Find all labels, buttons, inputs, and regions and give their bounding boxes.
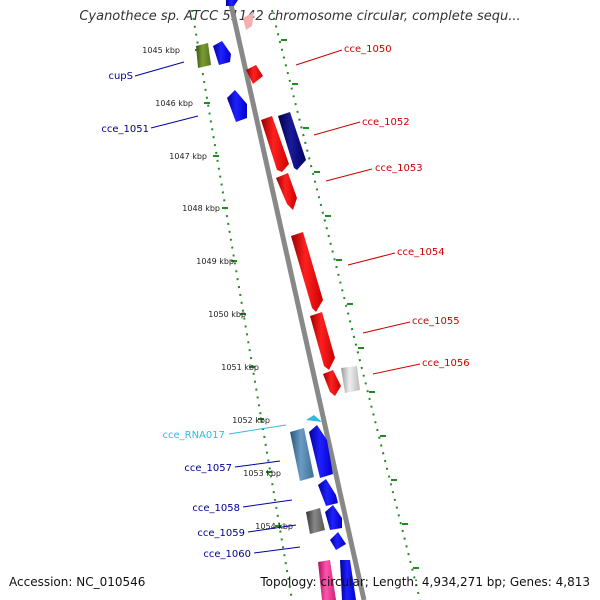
gene-arrow[interactable]: [243, 12, 254, 30]
gene-arrow-cce-1054[interactable]: [291, 232, 323, 312]
tick-label: 1052 kbp: [232, 416, 270, 425]
gene-arrow-cce-1053[interactable]: [276, 173, 297, 210]
inner-track-ticks: [195, 49, 281, 527]
tick-label: 1051 kbp: [221, 363, 259, 372]
tick-label: 1049 kbp: [196, 257, 234, 266]
gene-arrow-cups[interactable]: [196, 43, 211, 68]
tick-label: 1046 kbp: [155, 99, 193, 108]
gene-arrow[interactable]: [226, 0, 238, 6]
tick-label: 1053 kbp: [243, 469, 281, 478]
gene-arrow[interactable]: [213, 41, 231, 65]
gene-label-cce-1050[interactable]: cce_1050: [344, 44, 392, 55]
gene-label-cce-1052[interactable]: cce_1052: [362, 117, 410, 128]
gene-label-cce-1056[interactable]: cce_1056: [422, 358, 470, 369]
gene-arrow[interactable]: [341, 366, 360, 393]
gene-label-cce-1054[interactable]: cce_1054: [397, 247, 445, 258]
tick-label: 1045 kbp: [142, 46, 180, 55]
gene-label-cce-1051[interactable]: cce_1051: [101, 124, 149, 135]
gene-arrow[interactable]: [340, 560, 356, 600]
gene-arrow[interactable]: [309, 425, 333, 478]
right-gene-labels: cce_1050 cce_1052 cce_1053 cce_1054 cce_…: [344, 44, 470, 369]
left-gene-labels: cupS cce_1051 cce_RNA017 cce_1057 cce_10…: [101, 71, 251, 560]
gene-label-cce-1060[interactable]: cce_1060: [203, 549, 251, 560]
gene-arrow[interactable]: [278, 112, 306, 170]
gene-arrow-cce-1052[interactable]: [261, 116, 289, 172]
gene-label-cce-1057[interactable]: cce_1057: [184, 463, 232, 474]
tick-label: 1050 kbp: [208, 310, 246, 319]
gene-label-cce-rna017[interactable]: cce_RNA017: [162, 430, 225, 441]
tick-label: 1048 kbp: [182, 204, 220, 213]
gene-label-cce-1058[interactable]: cce_1058: [192, 503, 240, 514]
gene-arrow-cce-1057[interactable]: [290, 428, 314, 481]
gene-arrow[interactable]: [325, 505, 342, 530]
gene-arrow-cce-1056[interactable]: [323, 370, 341, 396]
gene-arrow-cce-1058[interactable]: [318, 479, 338, 506]
tick-label: 1047 kbp: [169, 152, 207, 161]
gene-arrow-cce-rna017[interactable]: [306, 415, 322, 422]
outer-dotted-track: [271, 9, 421, 600]
gene-label-cce-1053[interactable]: cce_1053: [375, 163, 423, 174]
axis-tick-labels: 1045 kbp 1046 kbp 1047 kbp 1048 kbp 1049…: [142, 46, 293, 531]
genome-stats-label: Topology: circular; Length: 4,934,271 bp…: [260, 575, 590, 589]
gene-arrow-cce-1059[interactable]: [306, 508, 325, 534]
right-leader-lines: [295, 49, 421, 375]
chromosome-backbone: [227, 0, 367, 600]
gene-arrow[interactable]: [318, 560, 336, 600]
gene-features: [196, 0, 360, 600]
tick-label: 1054 kbp: [255, 522, 293, 531]
gene-label-cce-1055[interactable]: cce_1055: [412, 316, 460, 327]
outer-track-ticks: [281, 39, 419, 569]
gene-arrow-cce-1051[interactable]: [227, 90, 247, 122]
gene-arrow-cce-1060[interactable]: [330, 532, 346, 550]
map-title: Cyanothece sp. ATCC 51142 chromosome cir…: [79, 9, 521, 24]
gene-label-cups[interactable]: cupS: [108, 71, 133, 82]
left-leader-lines: [134, 61, 301, 554]
accession-label: Accession: NC_010546: [9, 575, 146, 589]
gene-arrow-cce-1055[interactable]: [310, 312, 335, 370]
gene-arrow-cce-1050[interactable]: [246, 65, 263, 84]
gene-label-cce-1059[interactable]: cce_1059: [197, 528, 245, 539]
